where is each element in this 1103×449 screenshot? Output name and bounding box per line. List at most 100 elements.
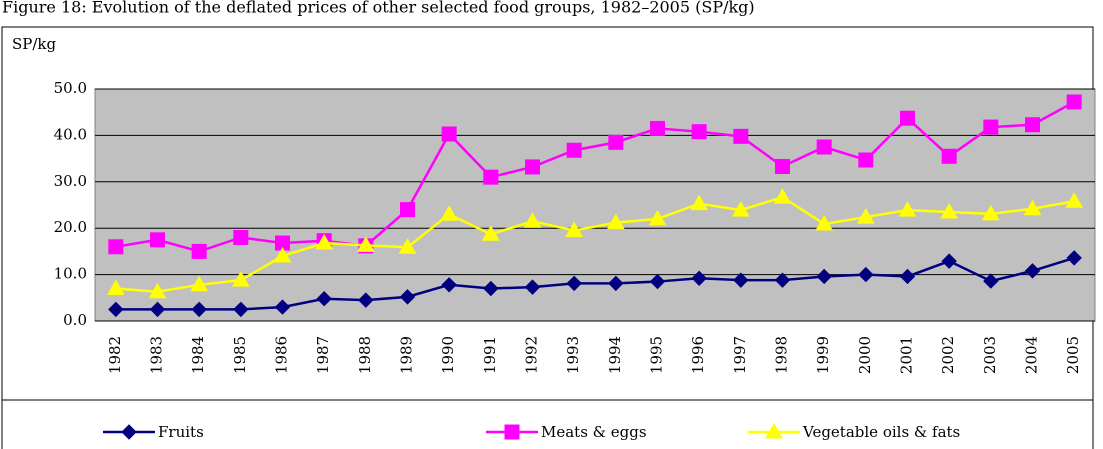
x-tick-label: 1988 (356, 336, 374, 374)
x-tick-label: 1983 (148, 336, 166, 374)
x-tick-label: 1990 (439, 336, 457, 374)
legend-frame (1, 399, 1094, 449)
y-tick-label: 0.0 (63, 311, 87, 329)
marker (441, 277, 457, 293)
marker (358, 292, 374, 308)
x-tick-label: 1996 (689, 336, 707, 374)
marker (941, 148, 957, 164)
x-tick-label: 1985 (231, 336, 249, 374)
marker (733, 128, 749, 144)
legend-label: Meats & eggs (541, 423, 647, 441)
marker (608, 134, 624, 150)
marker (150, 232, 165, 248)
marker (731, 201, 750, 217)
marker (399, 289, 416, 305)
marker (483, 169, 499, 185)
marker (149, 301, 166, 318)
x-tick-label: 1998 (773, 336, 791, 374)
x-tick-label: 2001 (898, 336, 916, 374)
marker (815, 215, 834, 231)
marker (191, 301, 207, 318)
marker (440, 205, 459, 221)
marker (650, 120, 665, 136)
marker (1025, 117, 1040, 133)
legend-marker (121, 424, 137, 440)
marker (400, 202, 415, 218)
marker (858, 266, 874, 283)
marker (148, 282, 167, 299)
marker (856, 208, 875, 224)
marker (566, 142, 582, 158)
x-tick-label: 1995 (648, 336, 666, 374)
x-tick-label: 1986 (273, 336, 291, 374)
marker (816, 268, 832, 285)
x-tick-label: 1984 (189, 336, 207, 374)
marker (315, 234, 334, 250)
marker (233, 229, 249, 245)
marker (398, 238, 417, 254)
marker (273, 247, 292, 263)
marker (773, 188, 792, 204)
y-axis-label: SP/kg (12, 35, 57, 53)
x-tick-label: 1993 (564, 336, 582, 374)
marker (191, 243, 207, 259)
marker (356, 236, 375, 252)
marker (900, 110, 915, 126)
marker (648, 209, 667, 226)
marker (106, 279, 125, 296)
y-tick-label: 50.0 (54, 79, 87, 97)
marker (483, 280, 499, 297)
marker (899, 268, 916, 285)
marker (981, 204, 1000, 221)
x-tick-label: 2004 (1023, 336, 1041, 374)
marker (733, 272, 749, 288)
x-tick-label: 1987 (314, 336, 332, 374)
marker (523, 212, 542, 228)
marker (1065, 192, 1084, 208)
marker (481, 225, 500, 241)
x-tick-label: 1994 (606, 336, 624, 374)
marker (649, 273, 666, 290)
marker (1066, 94, 1082, 110)
marker (858, 152, 874, 168)
marker (690, 194, 709, 211)
marker (608, 275, 624, 292)
marker (316, 291, 332, 307)
marker (1066, 250, 1082, 266)
marker (525, 159, 540, 175)
marker (1024, 263, 1041, 279)
x-tick-label: 1997 (731, 336, 749, 374)
marker (941, 253, 957, 269)
marker (606, 213, 625, 230)
x-tick-label: 1989 (398, 336, 416, 374)
x-tick-label: 1992 (523, 336, 541, 374)
marker (231, 271, 250, 287)
y-tick-label: 30.0 (54, 172, 87, 190)
marker (190, 275, 209, 292)
x-tick-label: 1991 (481, 336, 499, 374)
x-tick-label: 2000 (856, 336, 874, 374)
marker (691, 270, 707, 287)
marker (524, 279, 541, 295)
chart-title: Figure 18: Evolution of the deflated pri… (2, 0, 755, 17)
marker (691, 124, 707, 140)
marker (274, 299, 291, 315)
x-tick-label: 2005 (1064, 336, 1082, 374)
y-tick-label: 40.0 (54, 125, 87, 143)
marker (441, 126, 457, 142)
x-tick-label: 2002 (939, 336, 957, 374)
x-tick-label: 1982 (106, 336, 124, 374)
marker (233, 301, 249, 318)
legend-marker (504, 424, 520, 440)
marker (983, 273, 999, 289)
marker (775, 158, 790, 174)
marker (108, 239, 124, 255)
marker (983, 119, 999, 135)
marker (1023, 199, 1042, 216)
y-tick-label: 10.0 (54, 265, 87, 283)
marker (816, 139, 832, 155)
marker (898, 201, 917, 217)
legend-label: Vegetable oils & fats (802, 423, 960, 441)
legend-label: Fruits (158, 423, 204, 441)
